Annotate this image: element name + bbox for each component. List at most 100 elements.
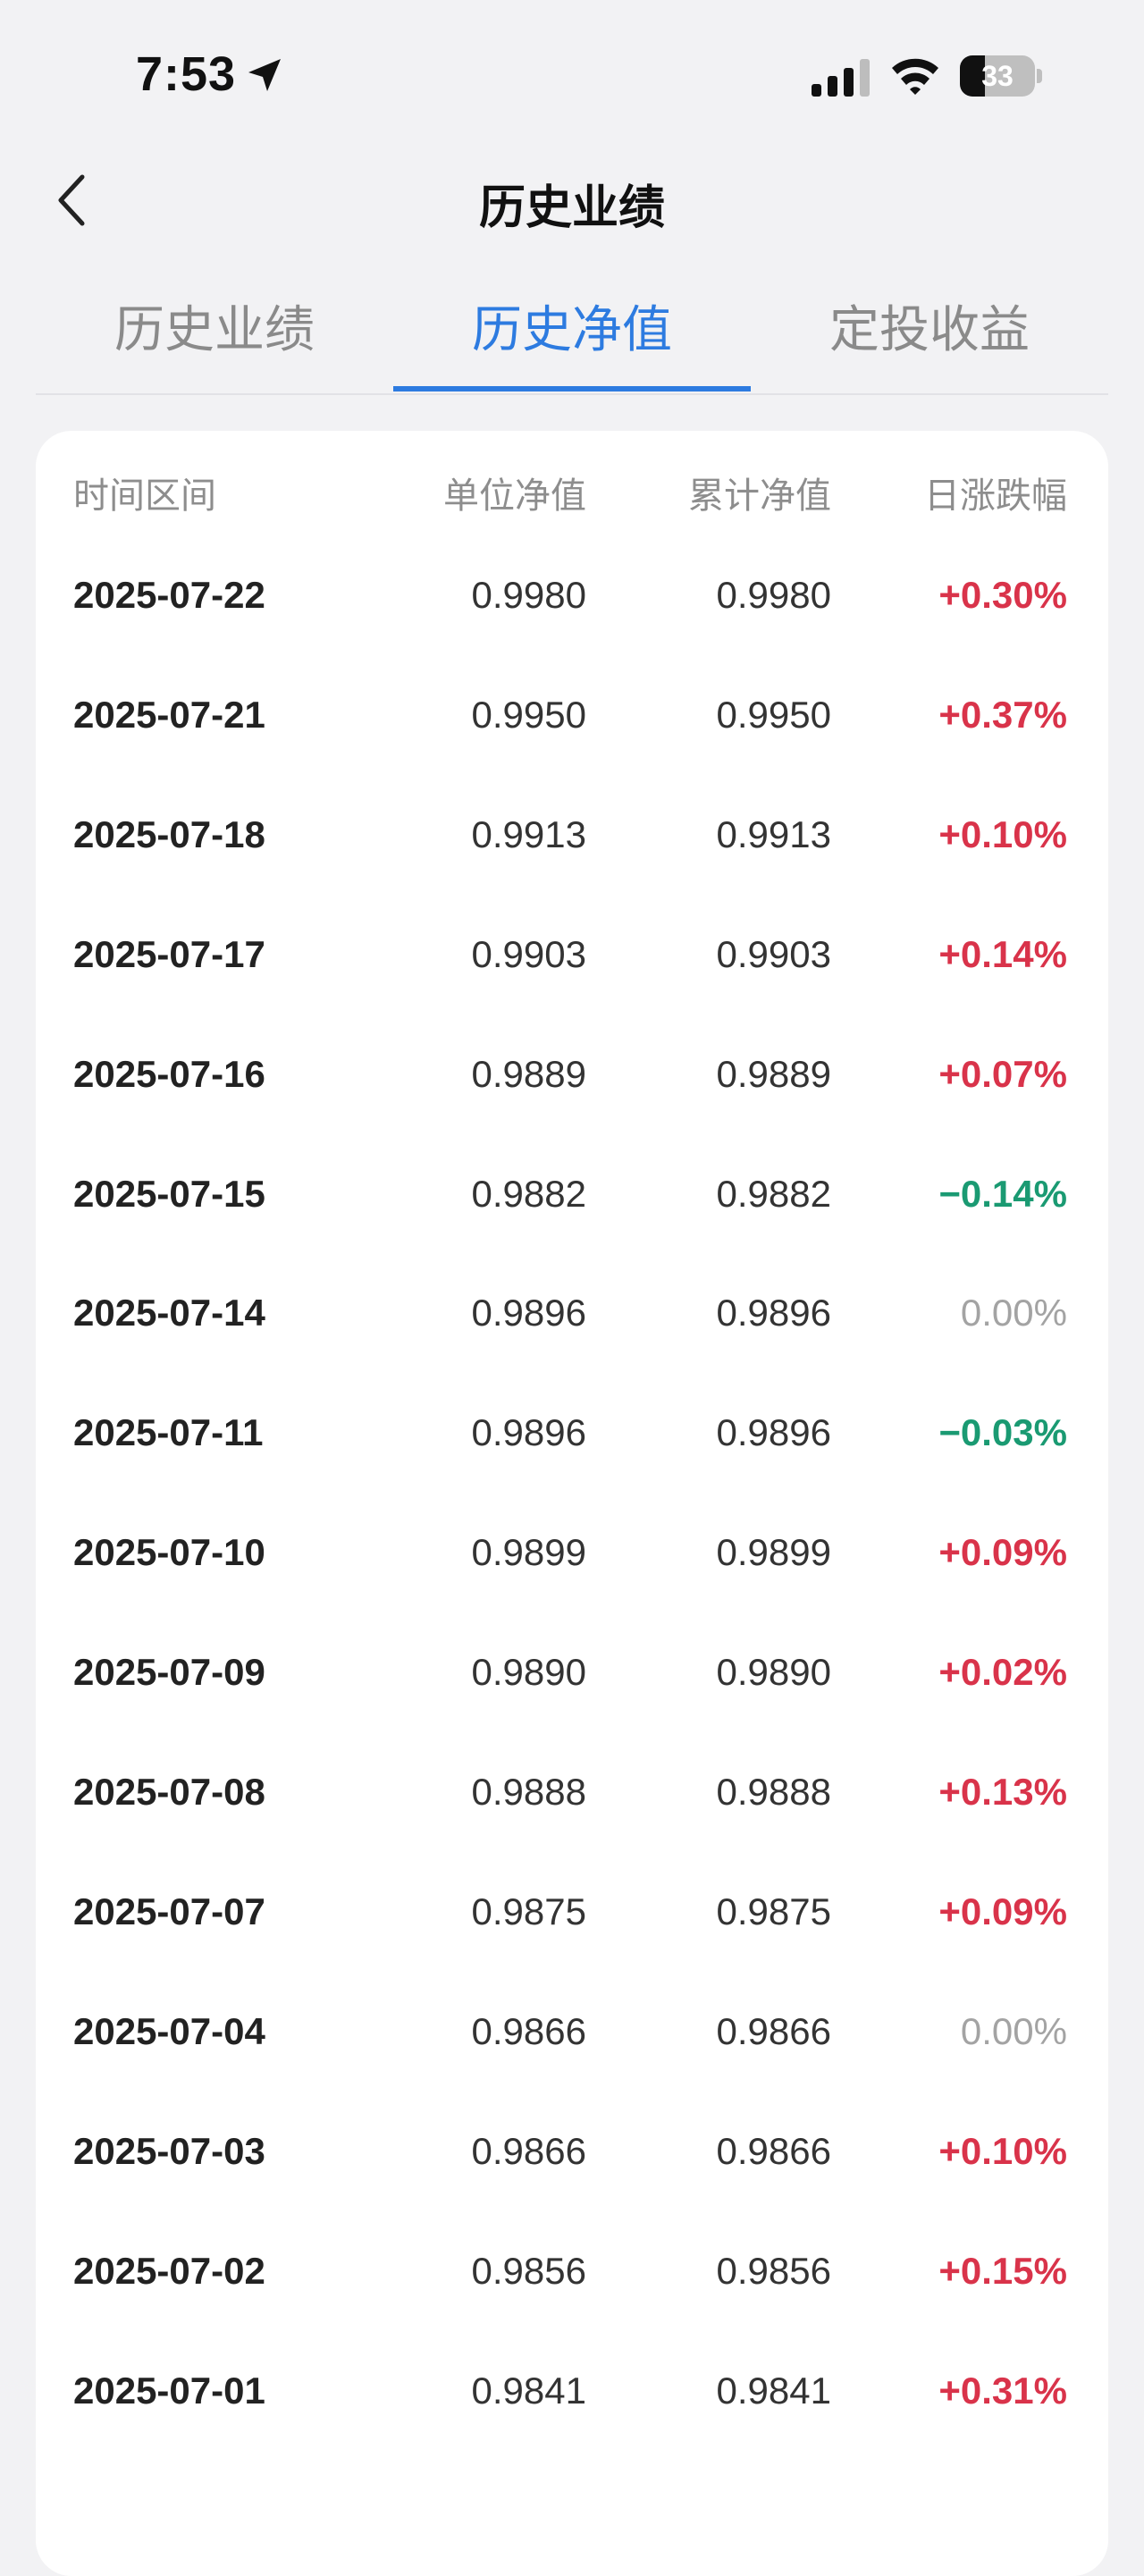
- row-daily-change: +0.37%: [938, 694, 1067, 736]
- table-row: 2025-07-01 0.9841 0.9841 +0.31%: [36, 2370, 1108, 2450]
- row-cumulative-nav: 0.9896: [716, 1292, 831, 1334]
- wifi-icon: [892, 58, 938, 95]
- row-daily-change: +0.30%: [938, 574, 1067, 616]
- table-row: 2025-07-17 0.9903 0.9903 +0.14%: [36, 933, 1108, 1014]
- table-row: 2025-07-08 0.9888 0.9888 +0.13%: [36, 1771, 1108, 1851]
- row-unit-nav: 0.9882: [471, 1173, 586, 1215]
- row-cumulative-nav: 0.9866: [716, 2130, 831, 2172]
- tab-history-nav[interactable]: 历史净值: [472, 301, 672, 358]
- row-unit-nav: 0.9903: [471, 933, 586, 975]
- row-date: 2025-07-18: [73, 813, 265, 855]
- status-time: 7:53: [136, 47, 237, 101]
- page-title: 历史业绩: [478, 182, 665, 234]
- row-date: 2025-07-14: [73, 1292, 265, 1334]
- row-cumulative-nav: 0.9950: [716, 694, 831, 736]
- row-date: 2025-07-22: [73, 574, 265, 616]
- row-unit-nav: 0.9888: [471, 1771, 586, 1813]
- nav-history-card: 时间区间 单位净值 累计净值 日涨跌幅 2025-07-22 0.9980 0.99…: [36, 431, 1108, 2576]
- row-cumulative-nav: 0.9913: [716, 813, 831, 855]
- table-row: 2025-07-03 0.9866 0.9866 +0.10%: [36, 2130, 1108, 2210]
- row-date: 2025-07-15: [73, 1173, 265, 1215]
- battery-percent: 33: [981, 60, 1014, 92]
- row-unit-nav: 0.9899: [471, 1531, 586, 1573]
- table-row: 2025-07-07 0.9875 0.9875 +0.09%: [36, 1890, 1108, 1971]
- row-date: 2025-07-08: [73, 1771, 265, 1813]
- cellular-signal-icon: [812, 59, 870, 97]
- row-date: 2025-07-09: [73, 1651, 265, 1693]
- status-bar: 7:53 33: [0, 0, 1144, 152]
- row-cumulative-nav: 0.9841: [716, 2370, 831, 2412]
- row-date: 2025-07-02: [73, 2250, 265, 2292]
- row-unit-nav: 0.9896: [471, 1411, 586, 1453]
- row-unit-nav: 0.9950: [471, 694, 586, 736]
- table-row: 2025-07-04 0.9866 0.9866 0.00%: [36, 2010, 1108, 2091]
- table-row: 2025-07-09 0.9890 0.9890 +0.02%: [36, 1651, 1108, 1731]
- row-unit-nav: 0.9866: [471, 2130, 586, 2172]
- table-row: 2025-07-21 0.9950 0.9950 +0.37%: [36, 694, 1108, 774]
- row-daily-change: +0.10%: [938, 813, 1067, 855]
- row-cumulative-nav: 0.9889: [716, 1053, 831, 1095]
- row-date: 2025-07-17: [73, 933, 265, 975]
- table-row: 2025-07-02 0.9856 0.9856 +0.15%: [36, 2250, 1108, 2330]
- header-cumulative-nav: 累计净值: [688, 476, 831, 516]
- row-cumulative-nav: 0.9856: [716, 2250, 831, 2292]
- battery-icon: 33: [960, 55, 1042, 97]
- back-chevron-icon: [58, 174, 85, 226]
- back-button[interactable]: [45, 164, 98, 236]
- table-row: 2025-07-18 0.9913 0.9913 +0.10%: [36, 813, 1108, 894]
- row-date: 2025-07-11: [73, 1411, 264, 1453]
- table-row: 2025-07-16 0.9889 0.9889 +0.07%: [36, 1053, 1108, 1133]
- row-daily-change: 0.00%: [960, 1292, 1067, 1334]
- table-row: 2025-07-10 0.9899 0.9899 +0.09%: [36, 1531, 1108, 1612]
- row-cumulative-nav: 0.9866: [716, 2010, 831, 2052]
- row-unit-nav: 0.9890: [471, 1651, 586, 1693]
- row-cumulative-nav: 0.9875: [716, 1890, 831, 1932]
- tab-sip-returns[interactable]: 定投收益: [829, 301, 1030, 358]
- row-date: 2025-07-04: [73, 2010, 265, 2052]
- row-unit-nav: 0.9889: [471, 1053, 586, 1095]
- row-daily-change: +0.31%: [938, 2370, 1067, 2412]
- row-date: 2025-07-07: [73, 1890, 265, 1932]
- table-row: 2025-07-15 0.9882 0.9882 −0.14%: [36, 1173, 1108, 1253]
- row-cumulative-nav: 0.9888: [716, 1771, 831, 1813]
- row-unit-nav: 0.9875: [471, 1890, 586, 1932]
- row-cumulative-nav: 0.9980: [716, 574, 831, 616]
- header-date: 时间区间: [73, 476, 216, 516]
- row-date: 2025-07-10: [73, 1531, 265, 1573]
- row-daily-change: +0.02%: [938, 1651, 1067, 1693]
- table-row: 2025-07-22 0.9980 0.9980 +0.30%: [36, 574, 1108, 654]
- row-unit-nav: 0.9980: [471, 574, 586, 616]
- row-daily-change: +0.13%: [938, 1771, 1067, 1813]
- tab-history-performance[interactable]: 历史业绩: [114, 301, 315, 358]
- row-daily-change: +0.10%: [938, 2130, 1067, 2172]
- battery-fill: [960, 55, 985, 97]
- row-daily-change: −0.14%: [938, 1173, 1067, 1215]
- row-cumulative-nav: 0.9903: [716, 933, 831, 975]
- table-header: 时间区间 单位净值 累计净值 日涨跌幅: [36, 467, 1108, 516]
- row-date: 2025-07-16: [73, 1053, 265, 1095]
- row-date: 2025-07-03: [73, 2130, 265, 2172]
- row-daily-change: 0.00%: [960, 2010, 1067, 2052]
- row-daily-change: +0.09%: [938, 1890, 1067, 1932]
- active-tab-indicator: [393, 386, 751, 391]
- row-daily-change: +0.14%: [938, 933, 1067, 975]
- row-unit-nav: 0.9866: [471, 2010, 586, 2052]
- row-daily-change: +0.09%: [938, 1531, 1067, 1573]
- row-unit-nav: 0.9913: [471, 813, 586, 855]
- tab-bar: 历史业绩 历史净值 定投收益: [36, 268, 1108, 393]
- row-daily-change: +0.15%: [938, 2250, 1067, 2292]
- row-unit-nav: 0.9896: [471, 1292, 586, 1334]
- row-unit-nav: 0.9856: [471, 2250, 586, 2292]
- location-arrow-icon: [248, 59, 281, 91]
- row-cumulative-nav: 0.9882: [716, 1173, 831, 1215]
- row-date: 2025-07-21: [73, 694, 265, 736]
- header-unit-nav: 单位净值: [443, 476, 586, 516]
- row-daily-change: +0.07%: [938, 1053, 1067, 1095]
- row-cumulative-nav: 0.9896: [716, 1411, 831, 1453]
- tab-divider: [36, 393, 1108, 395]
- row-cumulative-nav: 0.9890: [716, 1651, 831, 1693]
- header-daily-change: 日涨跌幅: [924, 476, 1067, 516]
- row-date: 2025-07-01: [73, 2370, 265, 2412]
- row-daily-change: −0.03%: [938, 1411, 1067, 1453]
- row-unit-nav: 0.9841: [471, 2370, 586, 2412]
